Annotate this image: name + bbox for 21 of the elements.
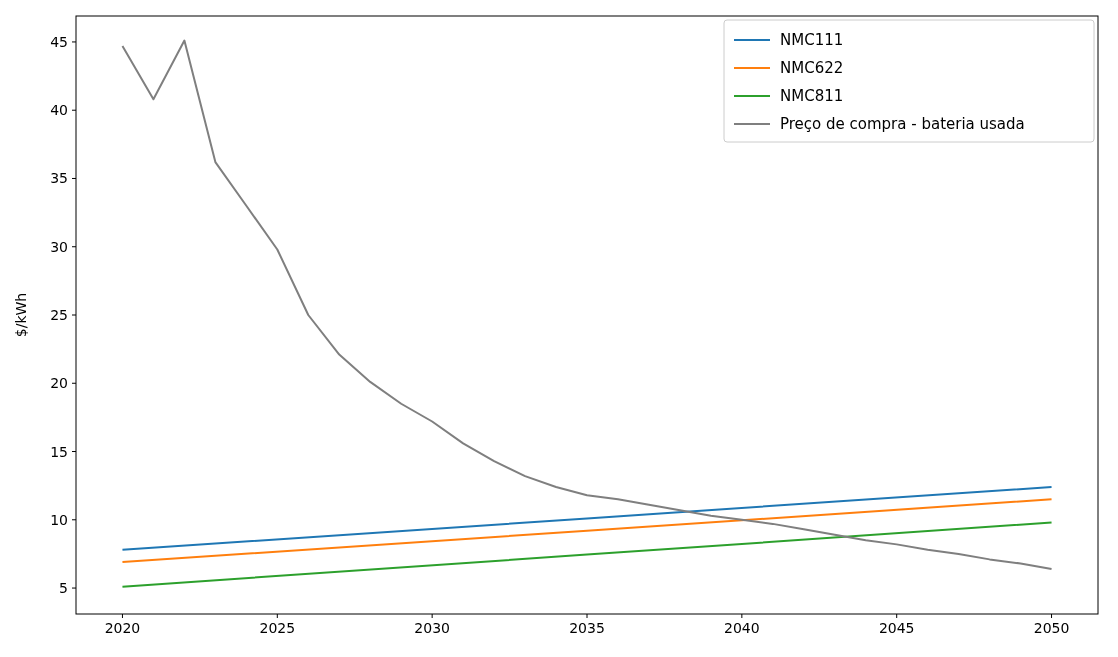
x-tick-label: 2050 <box>1033 620 1070 636</box>
legend-label: Preço de compra - bateria usada <box>780 115 1025 133</box>
y-tick-label: 35 <box>50 170 68 187</box>
y-tick-label: 45 <box>50 33 68 50</box>
x-tick-label: 2025 <box>259 620 296 636</box>
legend-label: NMC811 <box>780 87 844 105</box>
legend-label: NMC622 <box>780 59 844 77</box>
y-tick-label: 20 <box>50 375 68 392</box>
x-tick-label: 2035 <box>569 620 605 636</box>
x-tick-label: 2020 <box>104 620 141 636</box>
y-tick-label: 30 <box>50 238 68 255</box>
legend-label: NMC111 <box>780 31 844 49</box>
y-tick-label: 25 <box>50 307 68 323</box>
y-tick-label: 5 <box>59 580 68 597</box>
y-tick-label: 15 <box>50 443 68 460</box>
y-tick-label: 10 <box>50 511 68 528</box>
x-tick-label: 2040 <box>724 620 760 636</box>
y-tick-label: 40 <box>50 102 68 119</box>
x-tick-label: 2045 <box>878 620 915 636</box>
x-tick-label: 2030 <box>414 620 450 636</box>
y-axis-title: $/kWh <box>13 292 29 338</box>
